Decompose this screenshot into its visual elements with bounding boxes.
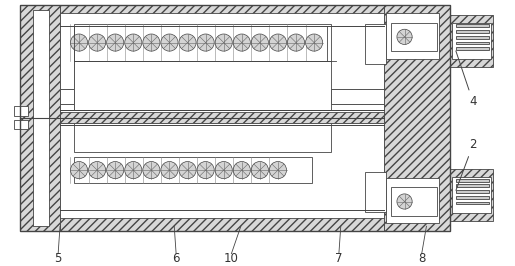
Bar bbox=[386, 13, 439, 59]
Bar bbox=[60, 13, 384, 110]
Text: 4: 4 bbox=[456, 51, 477, 108]
Bar bbox=[74, 61, 103, 110]
Bar bbox=[60, 89, 384, 105]
Bar bbox=[391, 187, 437, 216]
Circle shape bbox=[125, 161, 142, 179]
Circle shape bbox=[305, 34, 323, 51]
Circle shape bbox=[215, 34, 232, 51]
Circle shape bbox=[143, 34, 160, 51]
Bar bbox=[456, 202, 489, 204]
Bar bbox=[456, 24, 489, 27]
Bar bbox=[386, 178, 439, 223]
Bar bbox=[456, 41, 489, 44]
Circle shape bbox=[179, 161, 196, 179]
Circle shape bbox=[397, 194, 412, 209]
Circle shape bbox=[269, 161, 286, 179]
Circle shape bbox=[125, 34, 142, 51]
Bar bbox=[20, 5, 60, 118]
Text: 7: 7 bbox=[335, 252, 342, 265]
Bar bbox=[74, 24, 331, 61]
Circle shape bbox=[197, 161, 214, 179]
Bar bbox=[365, 24, 386, 64]
Bar bbox=[456, 190, 489, 193]
Circle shape bbox=[161, 34, 178, 51]
Bar bbox=[456, 196, 489, 199]
Circle shape bbox=[89, 161, 106, 179]
Bar bbox=[450, 15, 493, 67]
Bar bbox=[74, 61, 331, 110]
Bar bbox=[456, 179, 489, 181]
Circle shape bbox=[197, 34, 214, 51]
Bar bbox=[452, 23, 491, 59]
Bar bbox=[60, 112, 384, 123]
Bar bbox=[456, 36, 489, 39]
Circle shape bbox=[107, 34, 124, 51]
Bar bbox=[20, 5, 450, 26]
Bar bbox=[14, 120, 28, 129]
Text: 2: 2 bbox=[456, 138, 477, 190]
Bar bbox=[14, 106, 28, 116]
Bar bbox=[74, 89, 331, 105]
Circle shape bbox=[233, 34, 250, 51]
Circle shape bbox=[251, 161, 268, 179]
Bar bbox=[20, 5, 450, 231]
Text: 8: 8 bbox=[418, 252, 425, 265]
Bar bbox=[20, 5, 60, 231]
Text: 10: 10 bbox=[224, 252, 239, 265]
Circle shape bbox=[71, 161, 88, 179]
Circle shape bbox=[71, 34, 88, 51]
Bar bbox=[60, 210, 384, 231]
Bar bbox=[60, 123, 384, 218]
Circle shape bbox=[161, 161, 178, 179]
Bar bbox=[456, 47, 489, 50]
Bar bbox=[456, 184, 489, 187]
Circle shape bbox=[233, 161, 250, 179]
Circle shape bbox=[143, 161, 160, 179]
Circle shape bbox=[251, 34, 268, 51]
Bar bbox=[450, 169, 493, 222]
Bar bbox=[60, 89, 384, 105]
Bar bbox=[33, 10, 48, 226]
Circle shape bbox=[287, 34, 304, 51]
Bar bbox=[452, 177, 491, 213]
Text: 6: 6 bbox=[173, 252, 180, 265]
Bar bbox=[384, 5, 450, 231]
Circle shape bbox=[89, 34, 106, 51]
Bar bbox=[391, 23, 437, 51]
Bar bbox=[60, 5, 384, 26]
Bar bbox=[456, 30, 489, 33]
Circle shape bbox=[107, 161, 124, 179]
Bar bbox=[74, 123, 331, 152]
Circle shape bbox=[269, 34, 286, 51]
Text: 5: 5 bbox=[55, 252, 62, 265]
Bar bbox=[74, 157, 312, 184]
Bar bbox=[365, 172, 386, 212]
Circle shape bbox=[397, 29, 412, 44]
Circle shape bbox=[215, 161, 232, 179]
Circle shape bbox=[179, 34, 196, 51]
